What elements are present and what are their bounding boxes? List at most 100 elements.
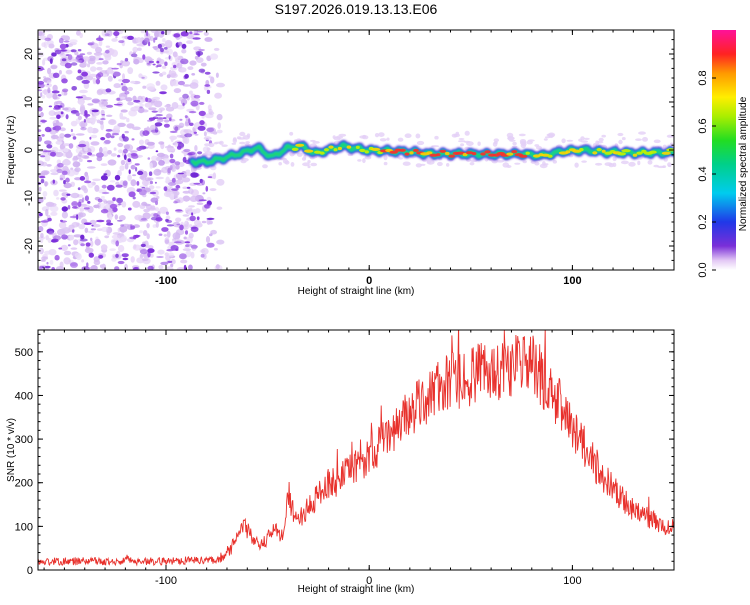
noise-speckle	[41, 95, 46, 99]
noise-speckle	[48, 110, 56, 117]
noise-speckle	[44, 250, 52, 255]
noise-speckle	[164, 239, 170, 244]
noise-speckle	[132, 174, 137, 177]
noise-speckle	[114, 174, 121, 181]
noise-speckle	[41, 256, 49, 261]
noise-speckle	[54, 49, 62, 55]
noise-speckle	[53, 125, 62, 131]
halo-speckle	[578, 138, 583, 142]
noise-speckle	[40, 155, 46, 158]
noise-speckle	[105, 45, 111, 48]
noise-speckle	[160, 261, 169, 266]
signal-hotspot	[621, 149, 631, 153]
noise-speckle	[197, 125, 206, 131]
noise-speckle	[104, 33, 110, 37]
noise-speckle	[209, 233, 213, 237]
noise-speckle	[64, 62, 72, 69]
noise-speckle	[71, 221, 80, 228]
halo-speckle	[404, 133, 412, 138]
noise-speckle	[63, 182, 72, 189]
halo-speckle	[569, 154, 574, 158]
noise-speckle	[139, 106, 143, 109]
halo-speckle	[469, 162, 475, 166]
noise-speckle	[186, 40, 193, 44]
colorbar-ticks: 0.0 0.2 0.4 0.6 0.8	[697, 70, 716, 278]
noise-speckle	[174, 193, 179, 199]
noise-speckle	[100, 118, 106, 121]
signal-hotspot	[291, 147, 299, 151]
noise-speckle	[183, 236, 187, 240]
noise-speckle	[47, 67, 52, 75]
noise-speckle	[182, 93, 189, 99]
noise-speckle	[139, 103, 144, 107]
signal-hotspot	[649, 150, 657, 154]
noise-speckle	[144, 37, 150, 43]
noise-speckle	[127, 207, 132, 211]
noise-speckle	[118, 215, 126, 221]
noise-speckle	[62, 88, 69, 93]
halo-speckle	[519, 139, 527, 144]
noise-speckle	[145, 98, 152, 103]
noise-speckle	[149, 180, 153, 185]
noise-speckle	[120, 109, 128, 113]
y-tick-label: -20	[23, 238, 35, 254]
signal-hotspot	[304, 149, 314, 153]
noise-speckle	[92, 178, 101, 182]
noise-speckle	[201, 179, 206, 186]
halo-speckle	[527, 139, 535, 142]
noise-speckle	[58, 221, 67, 229]
noise-speckle	[38, 129, 42, 132]
noise-speckle	[143, 208, 151, 213]
x-tick-label: 100	[563, 275, 581, 287]
x-tick-label: 0	[366, 575, 372, 587]
y-tick-label: 0	[27, 565, 33, 577]
noise-speckle	[205, 79, 210, 86]
noise-speckle	[85, 242, 91, 247]
noise-speckle	[188, 111, 197, 114]
noise-speckle	[63, 180, 66, 185]
noise-speckle	[207, 127, 214, 130]
halo-speckle	[542, 161, 546, 166]
halo-speckle	[309, 139, 316, 142]
halo-speckle	[647, 160, 653, 165]
signal-hotspot	[661, 151, 671, 155]
noise-speckle	[175, 164, 180, 170]
halo-speckle	[518, 133, 526, 137]
noise-speckle	[160, 47, 164, 53]
noise-speckle	[89, 118, 97, 122]
signal-hotspot	[547, 154, 553, 158]
noise-speckle	[124, 90, 130, 95]
halo-speckle	[206, 147, 211, 151]
noise-speckle	[150, 30, 157, 33]
noise-speckle	[131, 53, 138, 58]
noise-speckle	[81, 259, 85, 263]
noise-speckle	[216, 206, 223, 210]
noise-speckle	[46, 261, 49, 265]
noise-speckle	[186, 153, 193, 156]
signal-hotspot	[471, 152, 477, 156]
signal-hotspot	[617, 152, 626, 156]
noise-speckle	[85, 113, 88, 119]
noise-speckle	[151, 155, 158, 161]
noise-speckle	[139, 204, 146, 210]
noise-speckle	[61, 234, 68, 240]
noise-speckle	[41, 42, 46, 48]
snr-x-label: Height of straight line (km)	[298, 584, 415, 595]
noise-speckle	[109, 180, 116, 183]
noise-speckle	[76, 59, 82, 63]
noise-speckle	[122, 78, 130, 84]
noise-speckle	[184, 133, 193, 138]
noise-speckle	[172, 232, 181, 240]
signal-hotspot	[596, 148, 602, 152]
spectrogram-y-label: Frequency (Hz)	[6, 116, 17, 185]
halo-speckle	[464, 130, 470, 136]
noise-speckle	[152, 63, 156, 66]
noise-speckle	[50, 172, 59, 176]
noise-speckle	[59, 43, 67, 50]
halo-speckle	[310, 162, 318, 167]
noise-speckle	[124, 57, 129, 62]
halo-speckle	[347, 153, 354, 157]
noise-speckle	[70, 133, 76, 137]
noise-speckle	[163, 123, 170, 128]
